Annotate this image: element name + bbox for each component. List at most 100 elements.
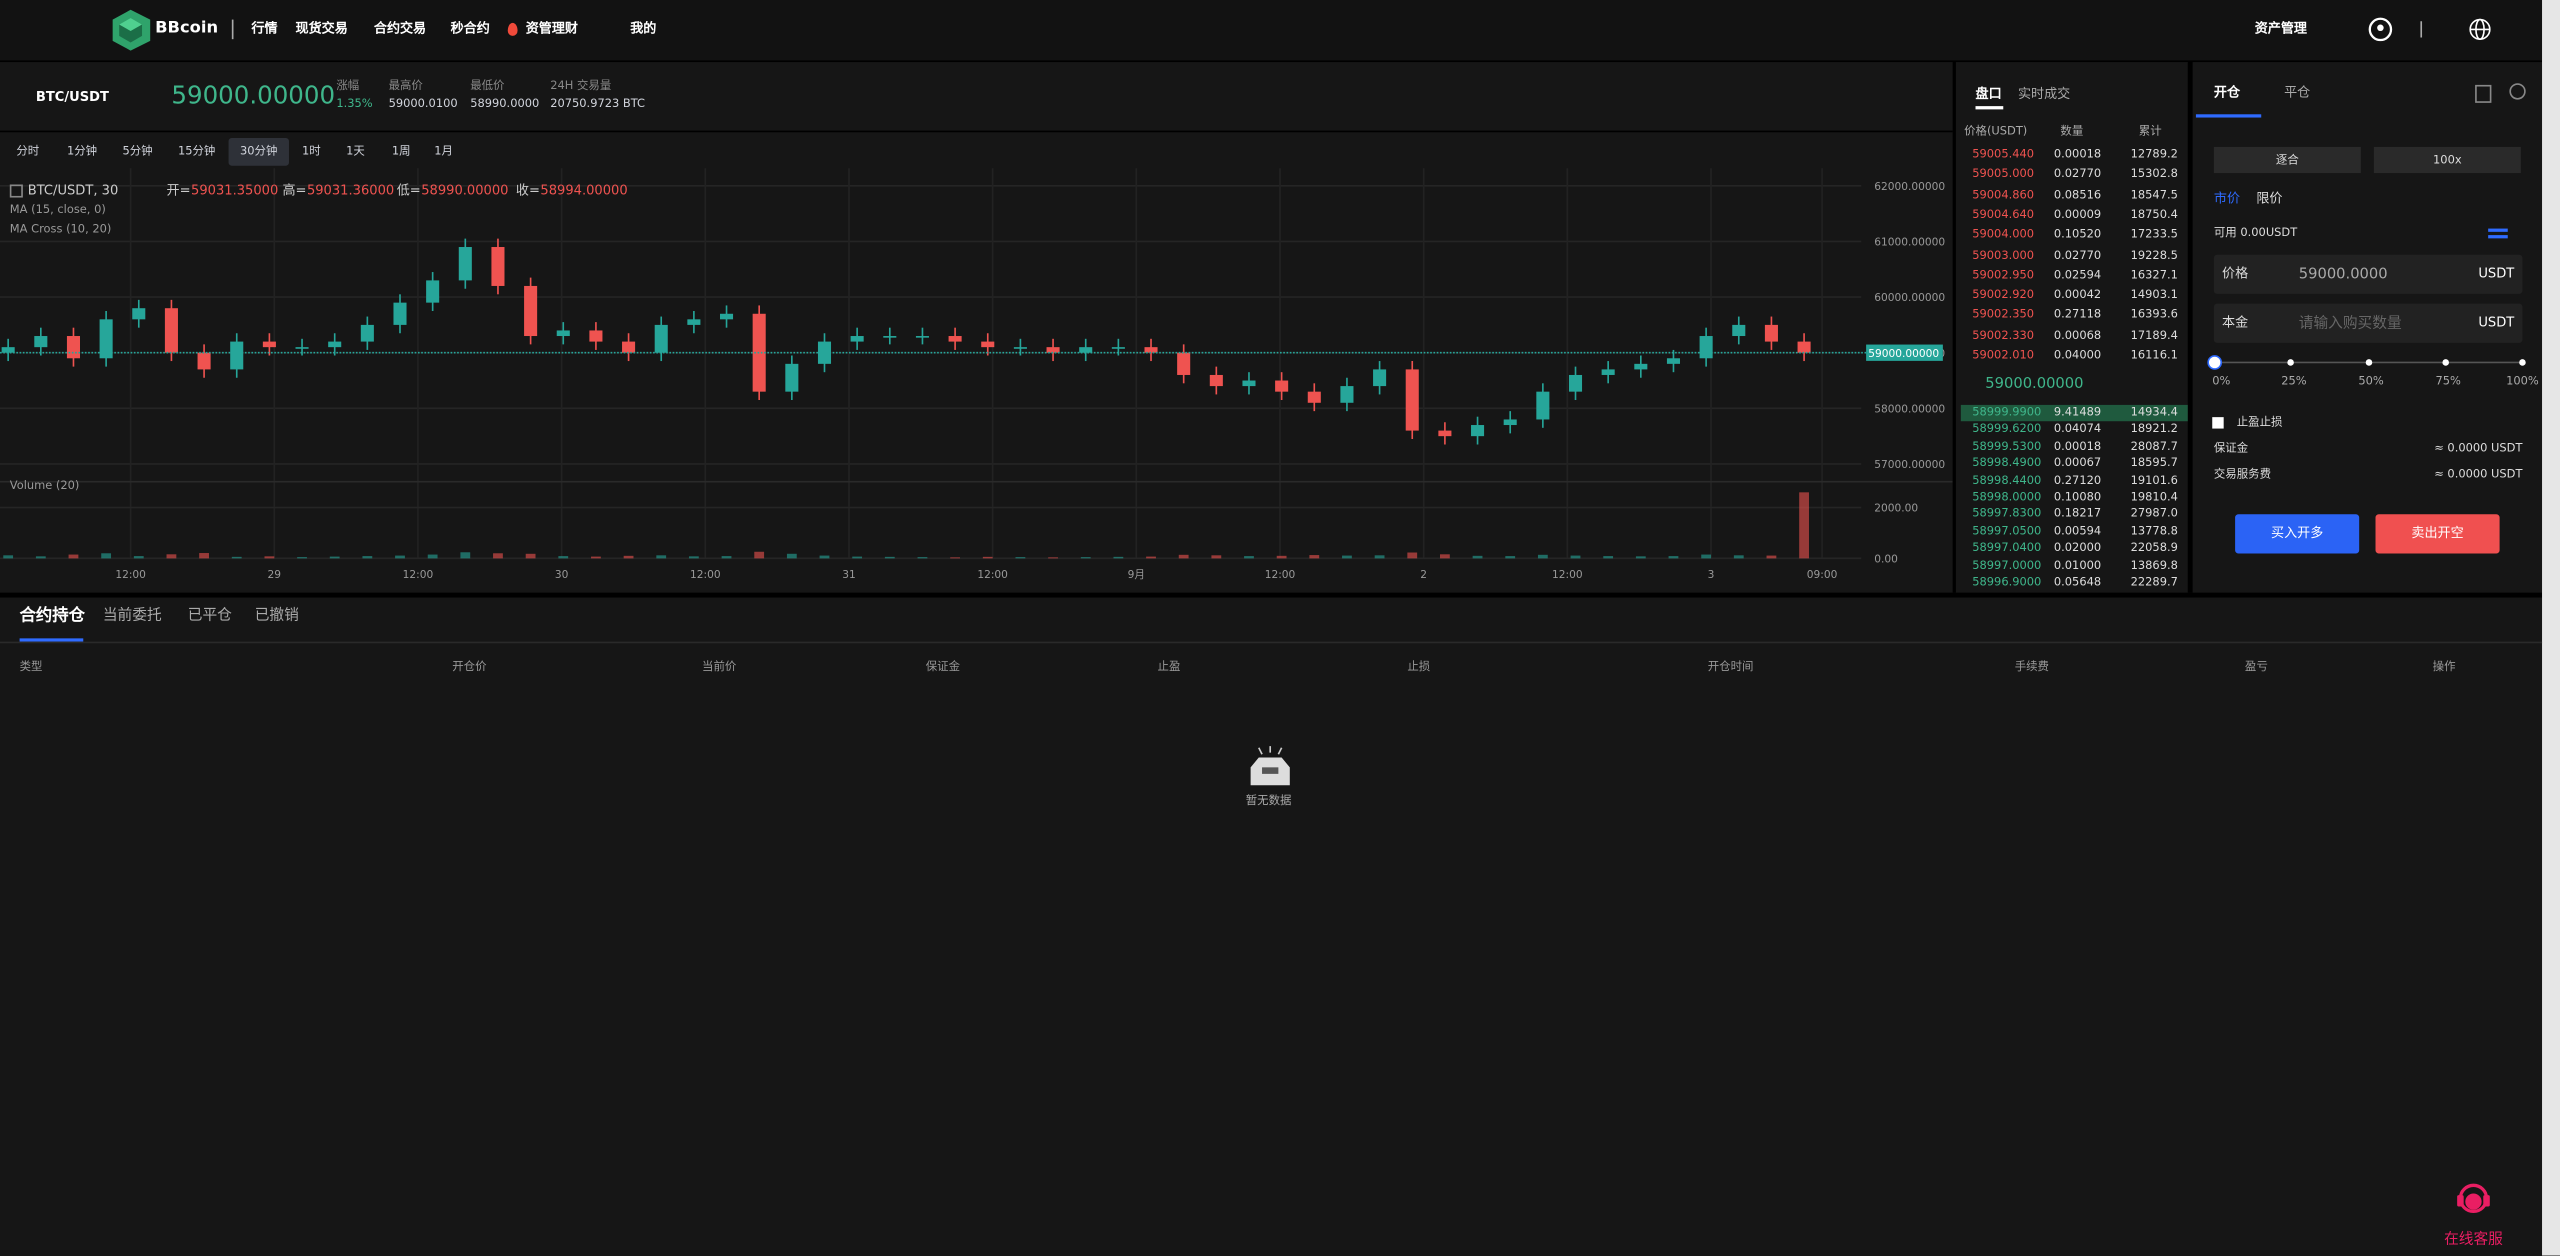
ask-cell: 19228.5	[2130, 248, 2178, 262]
candle-body	[295, 347, 309, 349]
checkbox[interactable]	[2212, 417, 2224, 429]
volume-bar	[1244, 556, 1254, 559]
x-tick-label: 30	[555, 568, 569, 581]
interval-tab[interactable]: 分时	[16, 144, 40, 158]
candle-body	[1438, 430, 1452, 437]
column-header: 盈亏	[2244, 660, 2268, 674]
interval-tab[interactable]: 15分钟	[177, 144, 216, 158]
slider-dot[interactable]	[2442, 359, 2449, 366]
bid-cell: 58997.0500	[1972, 524, 2042, 538]
calc-icon[interactable]	[2475, 84, 2492, 103]
pair[interactable]: BTC/USDT	[35, 89, 109, 105]
nav-item[interactable]: 资管理财	[525, 21, 578, 36]
candle-body	[197, 352, 211, 370]
volume-bar	[460, 552, 471, 559]
volume-bar	[656, 555, 667, 559]
candle-body	[1666, 358, 1680, 364]
interval-tab[interactable]: 5分钟	[122, 144, 153, 158]
order-type[interactable]: 限价	[2256, 191, 2283, 206]
nav-item[interactable]: 行情	[251, 21, 278, 36]
trade-tab[interactable]: 开仓	[2213, 84, 2240, 100]
stat-value: 58990.0000	[470, 97, 540, 111]
bid-cell: 58998.4400	[1972, 473, 2042, 487]
mode-btn[interactable]: 逐合	[2213, 146, 2361, 174]
candle-body	[1, 347, 15, 353]
leverage-btn[interactable]: 100x	[2373, 146, 2521, 174]
logo-icon	[112, 9, 151, 51]
bid-cell: 0.10080	[2053, 490, 2102, 504]
candle-body	[1536, 391, 1550, 420]
order-type[interactable]: 市价	[2213, 191, 2240, 206]
nav-item[interactable]: 我的	[630, 21, 657, 36]
volume-bar	[101, 553, 112, 559]
nav-item[interactable]: 合约交易	[373, 21, 427, 36]
bid-cell: 58999.5300	[1972, 439, 2042, 453]
ohlc-label: 收=	[515, 182, 540, 198]
slider-label: 25%	[2281, 374, 2307, 388]
book-tab[interactable]: 盘口	[1975, 86, 2002, 102]
bid-cell: 0.00018	[2053, 439, 2102, 453]
trade-tab[interactable]: 平仓	[2284, 84, 2311, 100]
last-price-label: 59000.00000	[1868, 347, 1939, 360]
candle-body	[981, 341, 995, 348]
column-header: 开仓时间	[1707, 660, 1754, 674]
candle-body	[883, 336, 897, 338]
support-text[interactable]: 在线客服	[2444, 1231, 2503, 1249]
settings-icon[interactable]	[2509, 83, 2526, 100]
ask-cell: 0.00018	[2053, 147, 2102, 161]
volume-bar	[917, 557, 928, 559]
volume-bar	[1603, 556, 1614, 559]
book-tab[interactable]: 实时成交	[2017, 86, 2071, 102]
nav-item[interactable]: 现货交易	[295, 21, 348, 36]
input-box[interactable]	[2213, 254, 2523, 294]
y-tick-label: 58000.00000	[1874, 402, 1945, 415]
ask-cell: 0.00068	[2053, 328, 2102, 342]
volume-bar	[1015, 557, 1026, 559]
volume-tick-label: 2000.00	[1874, 502, 1918, 515]
candle-body	[230, 341, 244, 370]
volume-bar	[1701, 554, 1712, 559]
column-header: 开仓价	[452, 660, 487, 674]
buy-btn[interactable]: 买入开多	[2235, 514, 2360, 554]
position-tab[interactable]: 当前委托	[102, 608, 162, 625]
position-tab[interactable]: 已平仓	[187, 608, 232, 625]
bid-cell: 13869.8	[2130, 558, 2178, 572]
slider-dot[interactable]	[2207, 355, 2223, 370]
candle-body	[915, 336, 929, 338]
input-box[interactable]	[2213, 303, 2523, 343]
bid-cell: 58998.0000	[1972, 490, 2042, 504]
y-tick-label: 61000.00000	[1874, 236, 1945, 249]
interval-tab[interactable]: 1月	[434, 144, 454, 158]
ma-label: MA (15, close, 0)	[9, 203, 106, 217]
interval-tab[interactable]: 1分钟	[66, 144, 98, 158]
position-tab[interactable]: 已撤销	[254, 608, 299, 625]
column-header: 手续费	[2014, 660, 2049, 674]
bid-cell: 0.02000	[2053, 541, 2102, 555]
volume-tick-label: 0.00	[1874, 552, 1898, 565]
nav-item[interactable]: 秒合约	[450, 21, 490, 36]
volume-bar	[1211, 555, 1222, 559]
interval-tab[interactable]: 30分钟	[228, 137, 289, 166]
bid-cell: 0.00594	[2053, 524, 2102, 538]
ask-cell: 17233.5	[2130, 228, 2178, 242]
ask-cell: 16327.1	[2130, 268, 2178, 282]
interval-tab[interactable]: 1周	[391, 144, 411, 158]
input-unit: USDT	[2478, 266, 2515, 281]
volume-bar	[786, 553, 797, 559]
x-tick-label: 9月	[1128, 568, 1145, 581]
asset-menu[interactable]: 资产管理	[2254, 21, 2307, 36]
volume-bar	[1080, 557, 1091, 559]
interval-tab[interactable]: 1天	[346, 144, 365, 158]
slider-dot[interactable]	[2287, 359, 2295, 366]
candle-body	[1601, 369, 1615, 375]
candle-body	[948, 336, 962, 342]
slider-dot[interactable]	[2364, 359, 2372, 366]
interval-tab[interactable]: 1时	[302, 144, 321, 158]
support-icon[interactable]	[2451, 1177, 2497, 1223]
position-tab[interactable]: 合约持仓	[19, 607, 85, 626]
sell-btn[interactable]: 卖出开空	[2375, 514, 2500, 554]
slider-dot[interactable]	[2519, 359, 2526, 366]
swap-icon[interactable]	[2488, 228, 2508, 239]
candle-body	[785, 363, 799, 392]
ask-cell: 59002.010	[1972, 348, 2035, 362]
